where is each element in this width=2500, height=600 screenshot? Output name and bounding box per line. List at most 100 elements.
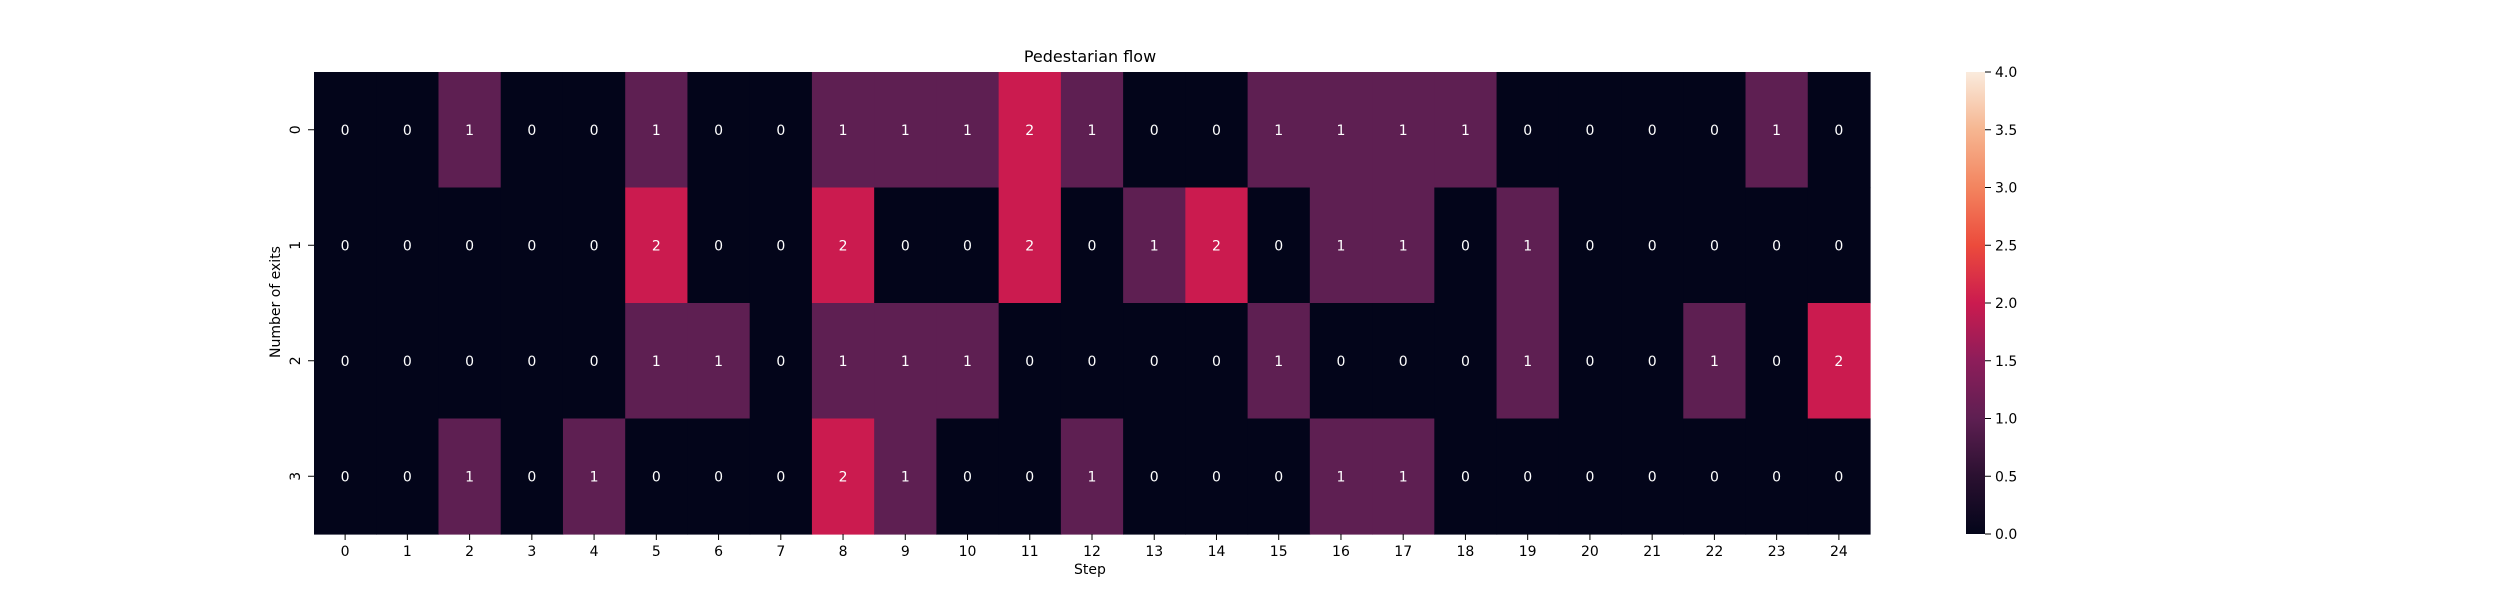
heatmap-cell bbox=[314, 303, 377, 420]
heatmap-cell bbox=[625, 72, 689, 189]
cell-value-label: 0 bbox=[1585, 123, 1594, 139]
heatmap-cell bbox=[1621, 418, 1684, 535]
cell-value-label: 0 bbox=[901, 238, 910, 254]
heatmap-cell bbox=[562, 303, 626, 420]
heatmap-cell bbox=[438, 187, 502, 304]
colorbar-tick-label: 2.5 bbox=[1995, 238, 2017, 254]
cell-value-label: 0 bbox=[1585, 238, 1594, 254]
cell-value-label: 0 bbox=[1212, 123, 1221, 139]
heatmap-cell bbox=[1060, 187, 1124, 304]
heatmap-cell bbox=[438, 418, 502, 535]
cell-value-label: 0 bbox=[1523, 123, 1532, 139]
x-tick-label: 3 bbox=[527, 544, 536, 560]
heatmap-cell bbox=[998, 303, 1062, 420]
colorbar-tick-label: 3.5 bbox=[1995, 123, 2017, 139]
cell-value-label: 0 bbox=[714, 469, 723, 485]
heatmap-cell bbox=[874, 187, 937, 304]
cell-value-label: 1 bbox=[1336, 238, 1345, 254]
x-tick-label: 21 bbox=[1643, 544, 1661, 560]
cell-value-label: 2 bbox=[839, 238, 848, 254]
x-tick-label: 12 bbox=[1083, 544, 1101, 560]
heatmap-cell bbox=[1247, 187, 1311, 304]
heatmap-cell bbox=[874, 418, 937, 535]
heatmap-cell bbox=[1745, 418, 1809, 535]
heatmap-cell bbox=[1434, 418, 1498, 535]
cell-value-label: 1 bbox=[1772, 123, 1781, 139]
cell-value-label: 0 bbox=[1212, 354, 1221, 370]
cell-value-label: 2 bbox=[1834, 354, 1843, 370]
y-axis-label: Number of exits bbox=[268, 246, 284, 358]
cell-value-label: 0 bbox=[714, 123, 723, 139]
heatmap-cell bbox=[1807, 303, 1871, 420]
heatmap-cell bbox=[936, 72, 1000, 189]
cell-value-label: 0 bbox=[1710, 469, 1719, 485]
cell-value-label: 0 bbox=[1648, 469, 1657, 485]
cell-value-label: 0 bbox=[1150, 123, 1159, 139]
heatmap-cell bbox=[1683, 72, 1747, 189]
cell-value-label: 0 bbox=[1834, 238, 1843, 254]
x-tick-label: 22 bbox=[1705, 544, 1723, 560]
cell-value-label: 1 bbox=[1523, 354, 1532, 370]
cell-annotations: 0 0 1 0 0 1 0 0 1 1 1 2 1 0 0 1 1 1 1 0 0 0 0 1 0 0 0 0 0 0 2 0 0 2 0 0 2 0 1 2… bbox=[341, 123, 1844, 486]
heatmap-cell bbox=[1434, 187, 1498, 304]
heatmap-cell bbox=[874, 303, 937, 420]
heatmap-cell bbox=[1434, 72, 1498, 189]
cell-value-label: 1 bbox=[1088, 469, 1097, 485]
cell-value-label: 1 bbox=[1088, 123, 1097, 139]
heatmap-cell bbox=[749, 187, 813, 304]
heatmap-cell bbox=[1683, 187, 1747, 304]
cell-value-label: 0 bbox=[1088, 354, 1097, 370]
heatmap-cell bbox=[1309, 187, 1373, 304]
heatmap-cell bbox=[1745, 303, 1809, 420]
heatmap-cell bbox=[1621, 72, 1684, 189]
colorbar-tick-label: 1.0 bbox=[1995, 412, 2017, 428]
heatmap-cell bbox=[1434, 303, 1498, 420]
x-tick-label: 6 bbox=[714, 544, 723, 560]
x-tick-label: 4 bbox=[590, 544, 599, 560]
x-tick-label: 14 bbox=[1208, 544, 1226, 560]
heatmap-cell bbox=[687, 303, 751, 420]
heatmap-cell bbox=[1745, 187, 1809, 304]
x-axis: 0 1 2 3 4 5 6 7 8 9 10 11 12 13 14 15 16 17 18 19 20 21 22 23 24 bbox=[341, 534, 1848, 560]
heatmap-cell bbox=[314, 418, 377, 535]
cell-value-label: 1 bbox=[1399, 469, 1408, 485]
colorbar-axis: 0.0 0.5 1.0 1.5 2.0 2.5 3.0 3.5 4.0 bbox=[1985, 65, 2017, 543]
cell-value-label: 0 bbox=[776, 238, 785, 254]
heatmap-cell bbox=[1807, 72, 1871, 189]
x-tick-label: 1 bbox=[403, 544, 412, 560]
heatmap-cell bbox=[1683, 303, 1747, 420]
cell-value-label: 1 bbox=[1399, 238, 1408, 254]
cell-value-label: 0 bbox=[527, 469, 536, 485]
cell-value-label: 1 bbox=[1274, 354, 1283, 370]
cell-value-label: 0 bbox=[1585, 469, 1594, 485]
cell-value-label: 2 bbox=[652, 238, 661, 254]
cell-value-label: 0 bbox=[527, 238, 536, 254]
heatmap-cell bbox=[376, 303, 440, 420]
y-tick-label: 3 bbox=[288, 472, 304, 481]
colorbar-tick-label: 1.5 bbox=[1995, 354, 2017, 370]
x-tick-label: 16 bbox=[1332, 544, 1350, 560]
x-tick-label: 15 bbox=[1270, 544, 1288, 560]
cell-value-label: 1 bbox=[1399, 123, 1408, 139]
colorbar bbox=[1966, 72, 1985, 534]
heatmap-cell bbox=[749, 418, 813, 535]
cell-value-label: 0 bbox=[1088, 238, 1097, 254]
cell-value-label: 0 bbox=[963, 469, 972, 485]
heatmap-cell bbox=[1185, 72, 1249, 189]
cell-value-label: 0 bbox=[465, 238, 474, 254]
cell-value-label: 0 bbox=[1274, 469, 1283, 485]
cell-value-label: 0 bbox=[590, 238, 599, 254]
heatmap-cell bbox=[625, 303, 689, 420]
heatmap-cell bbox=[1247, 303, 1311, 420]
heatmap-cell bbox=[1558, 187, 1622, 304]
heatmap-cell bbox=[1496, 418, 1560, 535]
chart-title: Pedestarian flow bbox=[1024, 47, 1156, 66]
cell-value-label: 0 bbox=[403, 123, 412, 139]
cell-value-label: 0 bbox=[341, 238, 350, 254]
heatmap-cell bbox=[314, 72, 377, 189]
cell-value-label: 0 bbox=[465, 354, 474, 370]
heatmap-cell bbox=[1123, 303, 1186, 420]
x-tick-label: 23 bbox=[1768, 544, 1786, 560]
heatmap-cell bbox=[1558, 418, 1622, 535]
cell-value-label: 0 bbox=[1772, 354, 1781, 370]
